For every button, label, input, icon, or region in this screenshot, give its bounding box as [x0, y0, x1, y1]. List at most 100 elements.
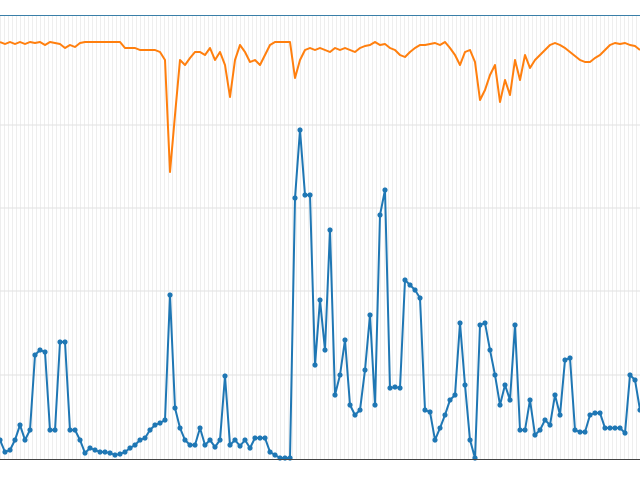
data-point: [617, 425, 623, 431]
data-point: [397, 385, 403, 391]
data-point: [122, 449, 128, 455]
data-point: [227, 442, 233, 448]
data-point: [217, 437, 223, 443]
data-point: [432, 437, 438, 443]
data-point: [132, 442, 138, 448]
data-point: [377, 212, 383, 218]
data-point: [7, 447, 13, 453]
data-point: [457, 320, 463, 326]
data-point: [542, 417, 548, 423]
data-point: [562, 357, 568, 363]
data-point: [237, 443, 243, 449]
data-point: [487, 347, 493, 353]
data-point: [632, 377, 638, 383]
data-point: [622, 430, 628, 436]
data-point: [512, 322, 518, 328]
data-point: [552, 392, 558, 398]
data-point: [142, 435, 148, 441]
data-point: [497, 402, 503, 408]
data-point: [387, 385, 393, 391]
data-point: [352, 412, 358, 418]
data-point: [607, 425, 613, 431]
data-point: [582, 429, 588, 435]
data-point: [117, 451, 123, 457]
data-point: [517, 427, 523, 433]
data-point: [2, 449, 8, 455]
data-point: [192, 442, 198, 448]
data-point: [257, 435, 263, 441]
data-point: [127, 445, 133, 451]
data-point: [247, 445, 253, 451]
data-point: [77, 437, 83, 443]
data-point: [337, 372, 343, 378]
data-point: [612, 425, 618, 431]
data-point: [72, 427, 78, 433]
data-point: [177, 425, 183, 431]
data-point: [342, 337, 348, 343]
data-point: [197, 425, 203, 431]
data-point: [502, 382, 508, 388]
data-point: [152, 422, 158, 428]
data-point: [412, 287, 418, 293]
data-point: [0, 437, 3, 443]
data-point: [627, 372, 633, 378]
vertical-grid: [0, 15, 640, 459]
data-point: [407, 282, 413, 288]
data-point: [222, 373, 228, 379]
data-point: [187, 442, 193, 448]
data-point: [567, 355, 573, 361]
data-point: [422, 407, 428, 413]
data-point: [322, 347, 328, 353]
data-point: [182, 437, 188, 443]
data-point: [597, 410, 603, 416]
data-point: [347, 402, 353, 408]
data-point: [22, 437, 28, 443]
data-point: [137, 437, 143, 443]
data-point: [382, 187, 388, 193]
data-point: [262, 435, 268, 441]
data-point: [147, 427, 153, 433]
data-point: [102, 449, 108, 455]
data-point: [532, 432, 538, 438]
data-point: [547, 422, 553, 428]
data-point: [87, 445, 93, 451]
data-point: [162, 417, 168, 423]
data-point: [362, 367, 368, 373]
data-point: [172, 405, 178, 411]
data-point: [467, 437, 473, 443]
data-point: [92, 447, 98, 453]
data-point: [307, 192, 313, 198]
data-point: [317, 297, 323, 303]
data-point: [32, 352, 38, 358]
data-point: [507, 397, 513, 403]
data-point: [637, 407, 640, 413]
data-point: [577, 429, 583, 435]
data-point: [482, 320, 488, 326]
data-point: [452, 392, 458, 398]
data-point: [202, 442, 208, 448]
data-point: [242, 437, 248, 443]
data-point: [212, 444, 218, 450]
data-point: [592, 410, 598, 416]
data-point: [442, 412, 448, 418]
data-point: [42, 349, 48, 355]
data-point: [252, 435, 258, 441]
data-point: [402, 277, 408, 283]
data-point: [207, 437, 213, 443]
data-point: [522, 427, 528, 433]
data-point: [12, 437, 18, 443]
data-point: [17, 422, 23, 428]
data-point: [267, 449, 273, 455]
data-point: [462, 382, 468, 388]
data-point: [477, 322, 483, 328]
data-point: [37, 347, 43, 353]
data-point: [107, 450, 113, 456]
data-point: [62, 339, 68, 345]
plot-area: [0, 41, 640, 461]
data-point: [97, 449, 103, 455]
data-point: [232, 437, 238, 443]
data-point: [602, 425, 608, 431]
data-point: [492, 372, 498, 378]
data-point: [537, 427, 543, 433]
